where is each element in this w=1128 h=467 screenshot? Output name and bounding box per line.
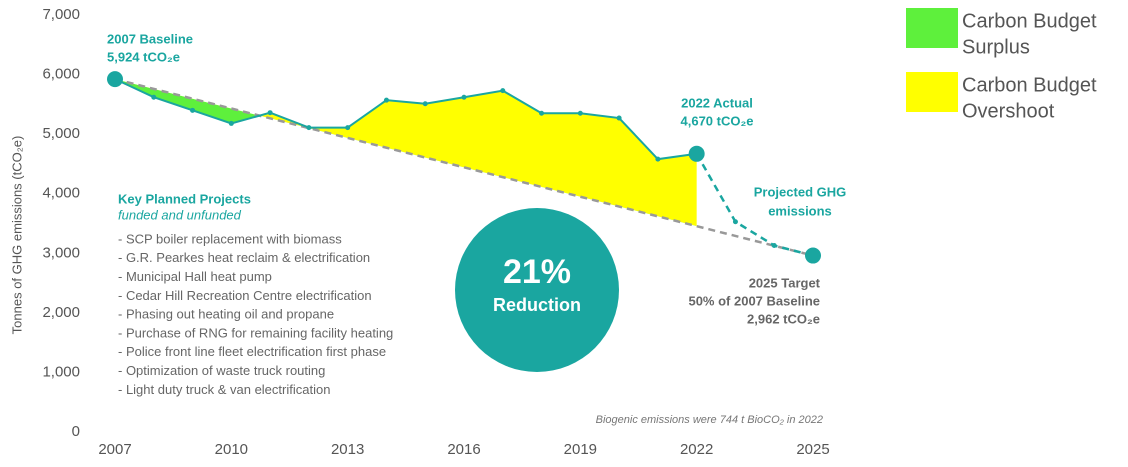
- project-item: - G.R. Pearkes heat reclaim & electrific…: [118, 250, 370, 265]
- annotation: Projected GHG: [754, 184, 846, 199]
- data-point: [306, 125, 312, 131]
- data-point: [805, 247, 821, 264]
- annotation: Reduction: [493, 295, 581, 315]
- annotation: 21%: [503, 253, 571, 291]
- data-point: [422, 101, 428, 107]
- series-line: [114, 78, 697, 161]
- data-point: [461, 94, 467, 100]
- project-item: - Phasing out heating oil and propane: [118, 307, 334, 322]
- data-point: [500, 88, 506, 94]
- footnote: Biogenic emissions were 744 t BioCO₂ in …: [596, 414, 823, 426]
- x-tick-label: 2010: [215, 441, 248, 458]
- x-tick-label: 2007: [98, 441, 131, 458]
- legend-label: Carbon Budget: [962, 74, 1097, 96]
- project-item: - Light duty truck & van electrification: [118, 382, 330, 397]
- data-point: [190, 107, 196, 113]
- annotation: 2,962 tCO₂e: [747, 311, 820, 326]
- annotation: 2007 Baseline: [107, 31, 193, 46]
- project-item: - Optimization of waste truck routing: [118, 363, 325, 378]
- annotation: funded and unfunded: [118, 207, 242, 222]
- x-tick-label: 2022: [680, 441, 713, 458]
- data-point: [771, 243, 777, 249]
- annotation: 5,924 tCO₂e: [107, 49, 180, 64]
- project-item: - Police front line fleet electrificatio…: [118, 344, 386, 359]
- annotation: 2022 Actual: [681, 95, 753, 110]
- data-point: [655, 156, 661, 162]
- data-point: [107, 71, 123, 88]
- legend-label: Carbon Budget: [962, 10, 1097, 32]
- x-tick-label: 2016: [447, 441, 480, 458]
- project-item: - Municipal Hall heat pump: [118, 269, 272, 284]
- legend-label: Surplus: [962, 36, 1030, 58]
- data-point: [616, 115, 622, 121]
- data-point: [267, 110, 273, 116]
- legend-swatch: [906, 8, 958, 48]
- data-point: [151, 94, 157, 100]
- reduction-circle: [455, 208, 619, 372]
- y-tick-label: 2,000: [42, 304, 80, 321]
- y-tick-label: 7,000: [42, 6, 80, 23]
- annotation: emissions: [768, 203, 832, 218]
- series-line: [695, 153, 814, 257]
- data-point: [228, 120, 234, 126]
- annotation: 50% of 2007 Baseline: [688, 293, 820, 308]
- annotation: 2025 Target: [749, 275, 821, 290]
- data-point: [539, 110, 545, 116]
- y-tick-label: 1,000: [42, 363, 80, 380]
- x-tick-label: 2013: [331, 441, 364, 458]
- y-tick-label: 5,000: [42, 125, 80, 142]
- x-tick-label: 2025: [796, 441, 829, 458]
- project-item: - Purchase of RNG for remaining facility…: [118, 325, 393, 340]
- data-point: [688, 145, 705, 162]
- project-item: - SCP boiler replacement with biomass: [118, 231, 342, 246]
- data-point: [383, 97, 389, 103]
- y-tick-label: 0: [72, 423, 80, 440]
- annotation: 4,670 tCO₂e: [681, 113, 754, 128]
- data-point: [345, 125, 351, 131]
- y-tick-label: 4,000: [42, 185, 80, 202]
- legend-label: Overshoot: [962, 100, 1055, 122]
- annotation: Key Planned Projects: [118, 191, 251, 206]
- project-item: - Cedar Hill Recreation Centre electrifi…: [118, 288, 372, 303]
- y-axis-label: Tonnes of GHG emissions (tCO₂e): [9, 136, 24, 335]
- y-tick-label: 6,000: [42, 66, 80, 83]
- x-tick-label: 2019: [564, 441, 597, 458]
- legend-swatch: [906, 72, 958, 112]
- data-point: [577, 110, 583, 116]
- data-point: [732, 219, 738, 225]
- y-tick-label: 3,000: [42, 244, 80, 261]
